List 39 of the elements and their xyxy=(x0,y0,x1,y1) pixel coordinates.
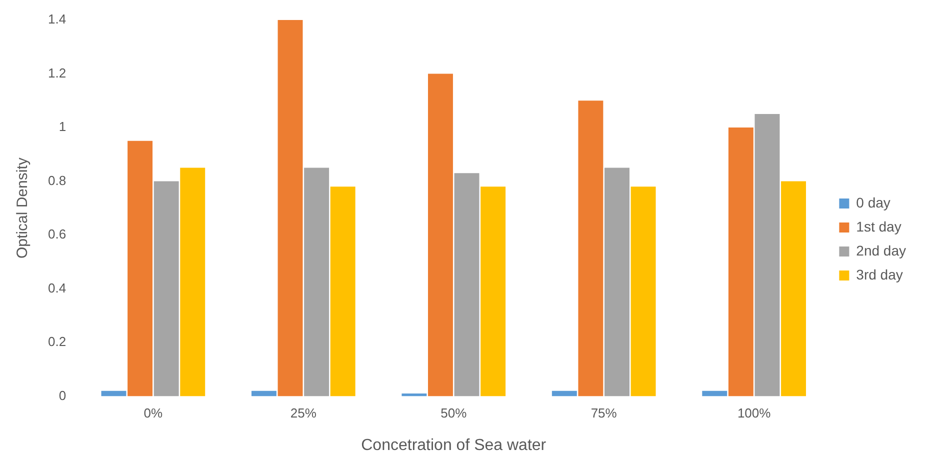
y-axis-title: Optical Density xyxy=(14,157,32,259)
legend-label: 0 day xyxy=(856,194,890,210)
y-tick-label: 0.8 xyxy=(48,172,66,188)
x-tick-label: 100% xyxy=(737,406,772,421)
y-tick-label: 1.4 xyxy=(48,12,66,27)
bar xyxy=(278,20,303,396)
y-tick-label: 0 xyxy=(58,388,66,403)
bar xyxy=(578,100,604,396)
x-axis-title: Concetration of Sea water xyxy=(361,436,547,454)
y-tick-label: 0.2 xyxy=(48,334,66,350)
bar xyxy=(781,181,806,396)
legend-label: 1st day xyxy=(856,218,902,234)
bar xyxy=(154,181,179,396)
bar xyxy=(754,114,780,396)
bar xyxy=(702,390,728,396)
y-tick-label: 0.6 xyxy=(48,226,66,242)
bar xyxy=(604,168,630,396)
legend-label: 3rd day xyxy=(856,266,903,282)
x-tick-label: 0% xyxy=(144,406,164,421)
x-tick-label: 75% xyxy=(590,406,618,421)
bar xyxy=(330,186,356,396)
bar xyxy=(428,74,453,396)
y-tick-label: 1.2 xyxy=(48,65,66,80)
bar xyxy=(402,394,427,396)
bar xyxy=(101,390,126,396)
bar xyxy=(480,186,506,396)
bar xyxy=(251,390,276,396)
bar xyxy=(304,168,330,396)
legend-label: 2nd day xyxy=(856,242,906,258)
bar xyxy=(454,173,480,396)
bar xyxy=(128,140,153,396)
bar xyxy=(180,168,206,396)
bar xyxy=(728,127,754,396)
y-tick-label: 1 xyxy=(58,119,66,134)
x-tick-label: 25% xyxy=(290,406,317,421)
bar xyxy=(552,390,577,396)
x-tick-label: 50% xyxy=(440,406,468,421)
bar xyxy=(630,186,656,396)
y-tick-label: 0.4 xyxy=(48,280,66,296)
